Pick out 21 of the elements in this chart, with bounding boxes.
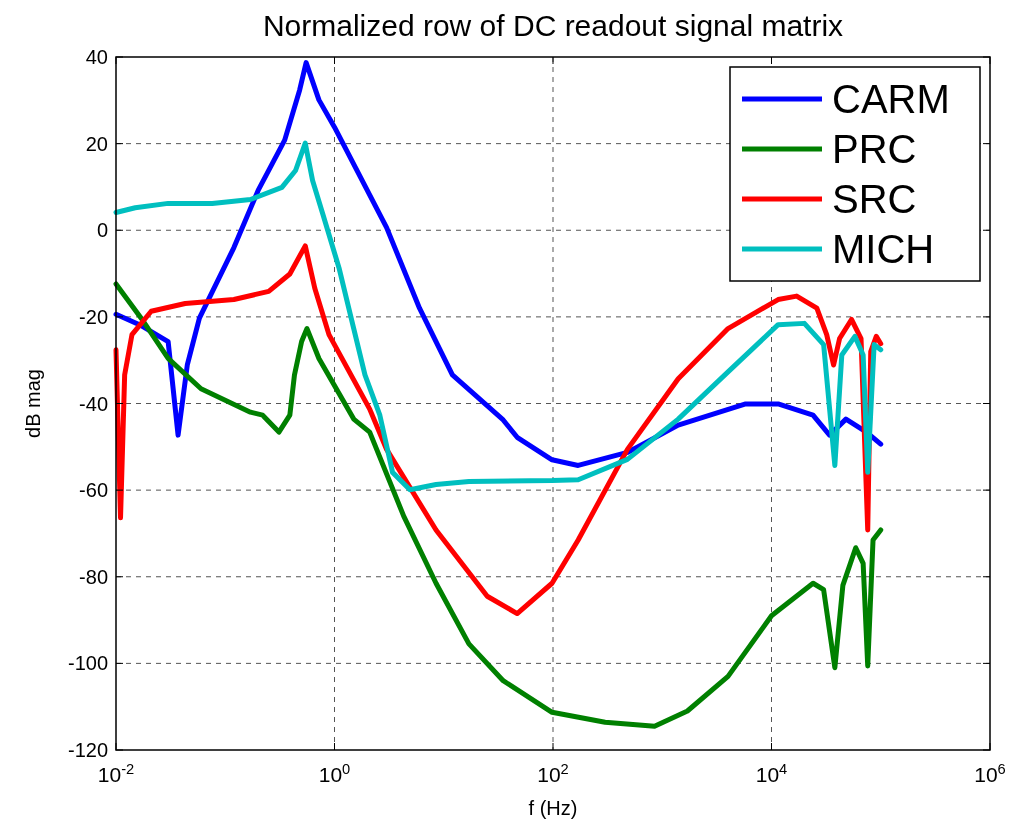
legend-label: MICH (832, 227, 935, 271)
y-tick-label: 20 (85, 132, 108, 155)
chart-title: Normalized row of DC readout signal matrix (262, 9, 844, 42)
legend-label: CARM (832, 77, 950, 121)
y-tick-label: 40 (85, 46, 108, 68)
y-tick-label: 0 (96, 219, 108, 242)
x-tick-label: 10$^{4}$ (755, 761, 788, 786)
x-tick-label: 10$^{0}$ (318, 761, 351, 786)
y-tick-label: -60 (79, 479, 108, 502)
y-tick-label: -40 (79, 392, 108, 415)
x-tick-label: 10$^{-2}$ (97, 761, 135, 786)
y-tick-label: -120 (67, 739, 108, 761)
x-tick-label: 10$^{6}$ (974, 761, 1006, 786)
legend-label: PRC (832, 127, 917, 171)
y-axis-title: dB mag (22, 369, 44, 438)
y-tick-label: -20 (79, 305, 108, 328)
legend-label: SRC (832, 177, 917, 221)
x-axis-title: f (Hz) (528, 797, 578, 819)
y-tick-label: -80 (79, 565, 108, 588)
x-tick-label: 10$^{2}$ (537, 761, 569, 786)
y-tick-label: -100 (67, 652, 108, 675)
